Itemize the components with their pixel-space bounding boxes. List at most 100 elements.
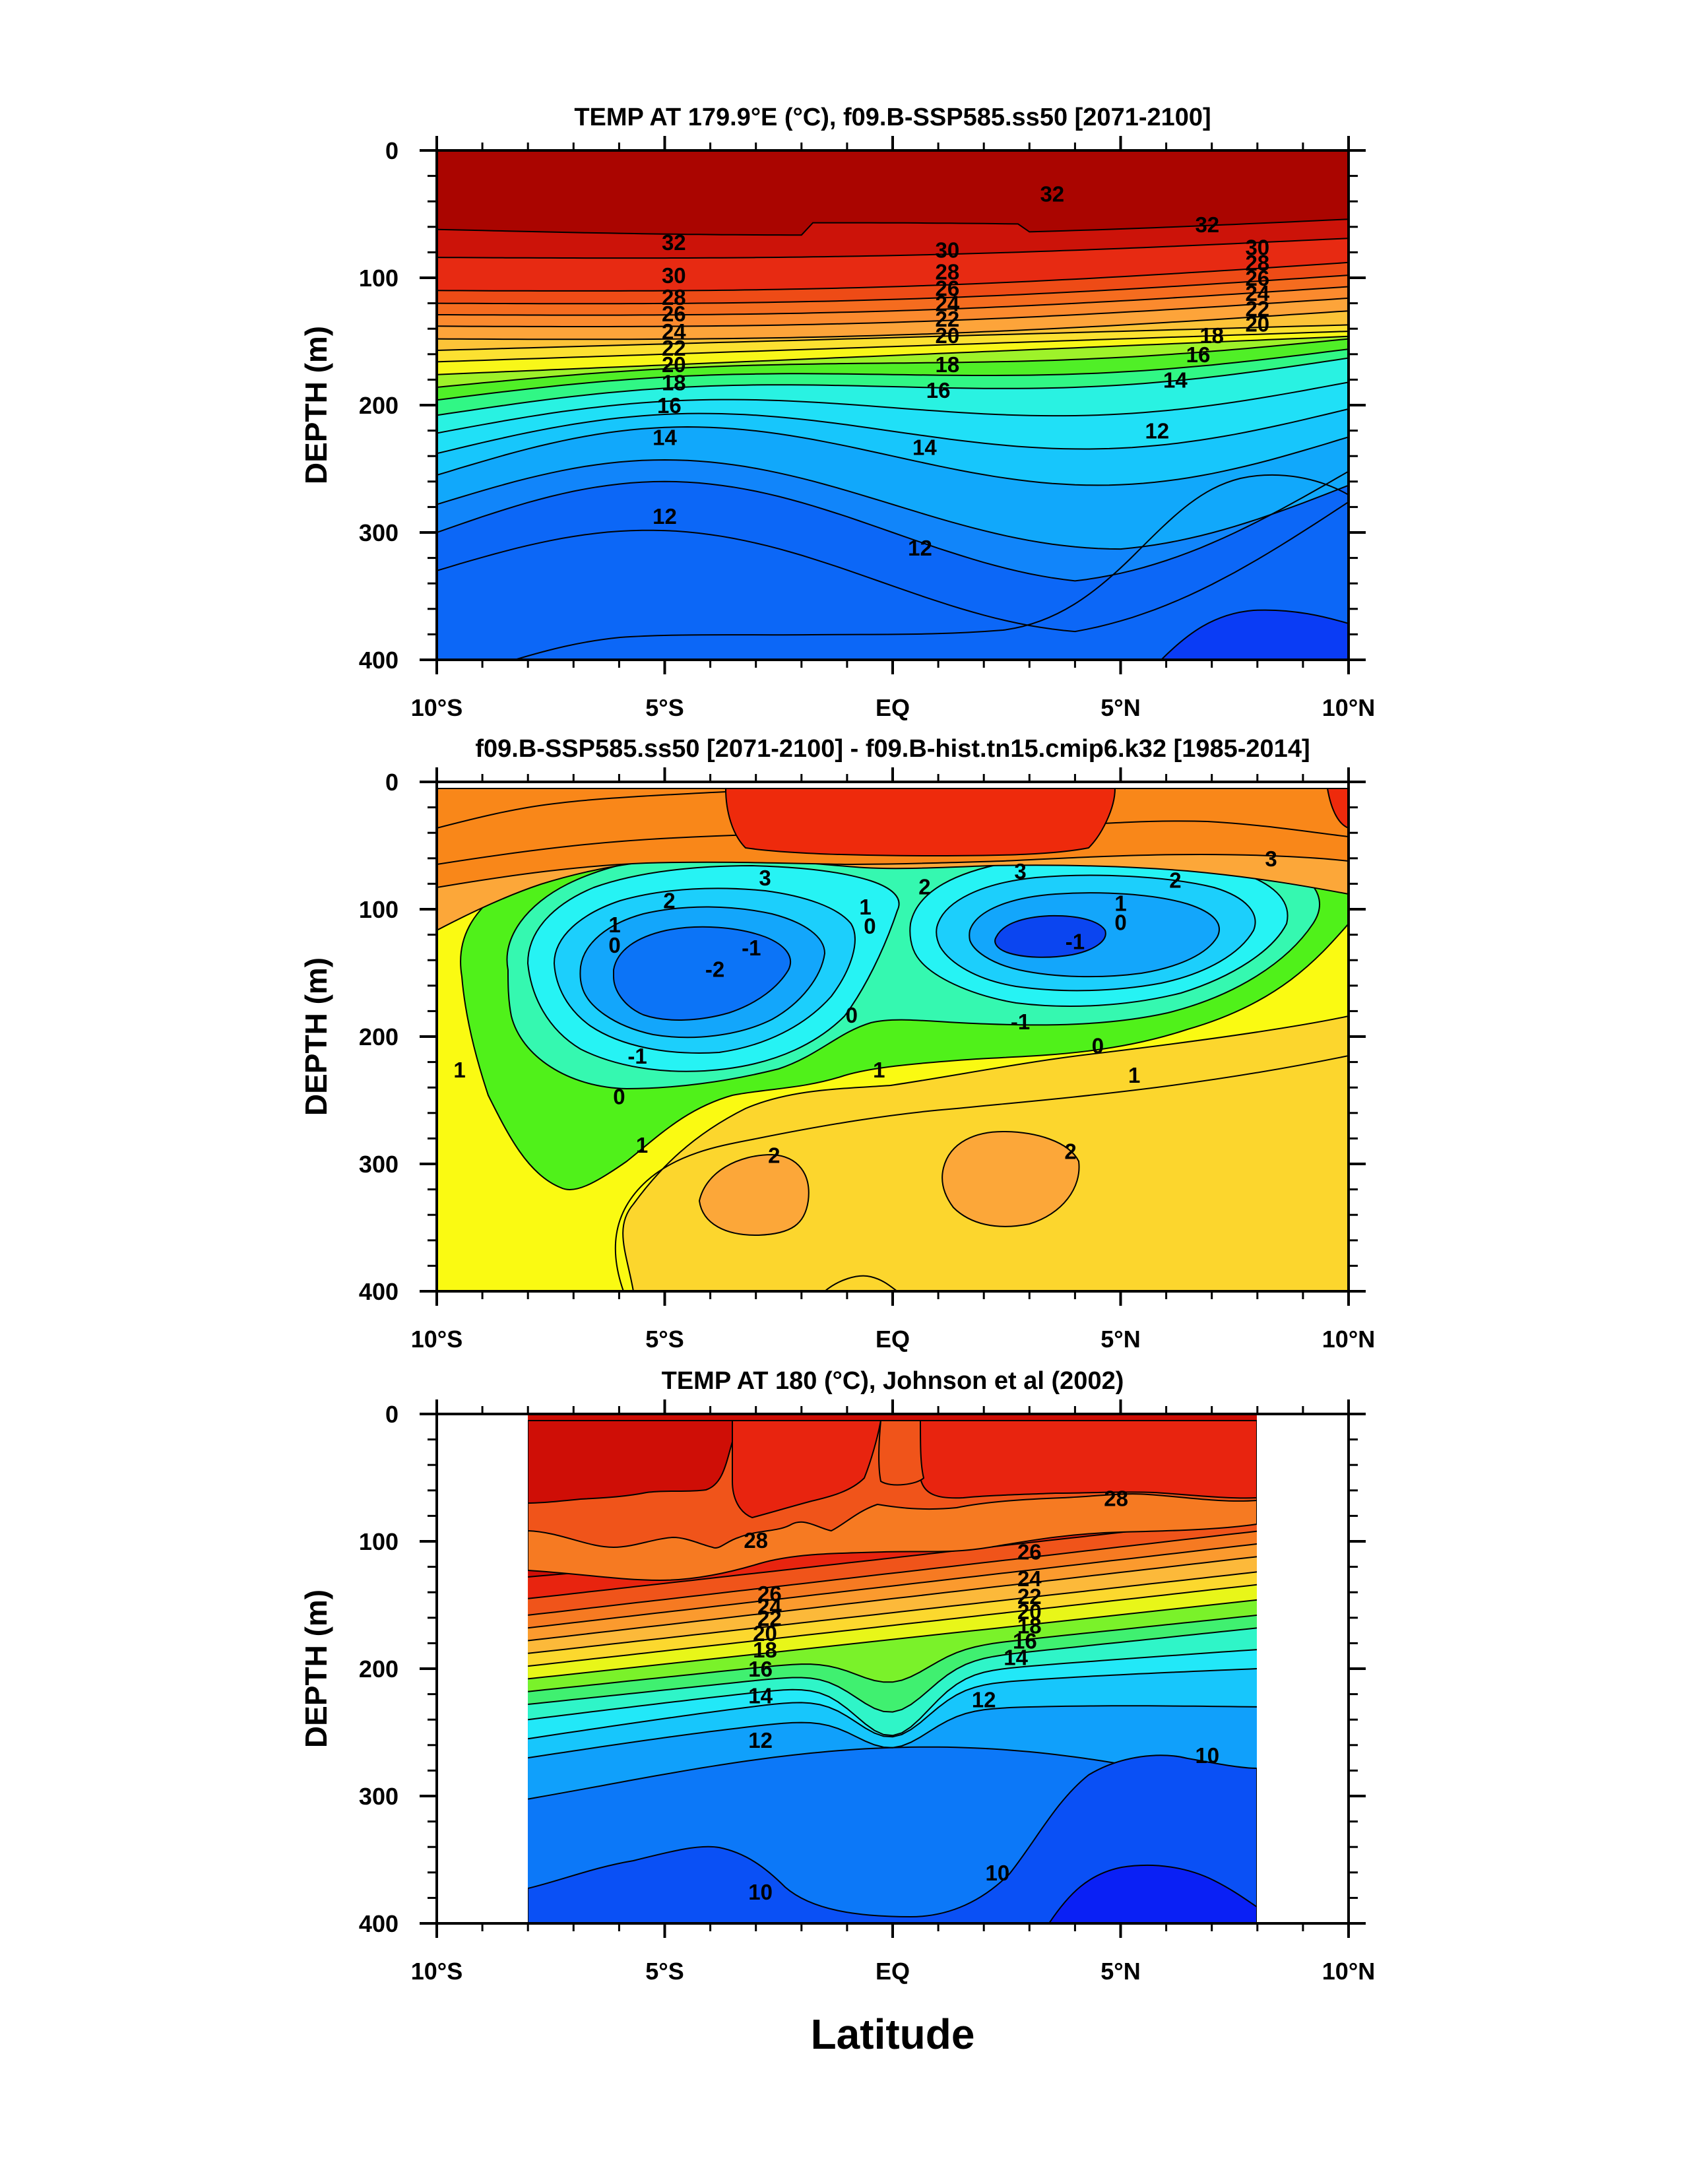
panel-1-title: TEMP AT 179.9°E (°C), f09.B-SSP585.ss50 … xyxy=(574,104,1211,131)
panel-1-contour-line-18 xyxy=(437,218,1349,236)
panel-3-contour-line-11 xyxy=(528,1530,1258,1616)
panel-3-contour-line-5 xyxy=(528,1614,1258,1692)
panel-1-plot-area xyxy=(437,150,1349,660)
panel-3-contour-label: 26 xyxy=(1017,1539,1042,1564)
panel-2-contour-label: 1 xyxy=(608,913,620,937)
panel-1-contour-label: 24 xyxy=(936,292,960,316)
panel-1-contour-line-0 xyxy=(437,501,1349,633)
panel-3-plot-area xyxy=(527,1414,1258,1923)
panel-1-contour-line-15 xyxy=(437,274,1349,305)
panel-3-y-tick-label: 0 xyxy=(385,1401,398,1428)
panel-2-x-tick-label: 10°N xyxy=(1322,1326,1375,1353)
panel-2-contour-label: 3 xyxy=(1014,859,1026,883)
panel-2-contour-label: 2 xyxy=(918,874,930,899)
panel-3-ticks: 10°S 5°S EQ 5°N 10°N 0 100 200 300 400 xyxy=(359,1399,1375,1985)
panel-2-contour-label: 0 xyxy=(1092,1034,1104,1058)
panel-1-contour-label: 14 xyxy=(912,435,937,460)
panel-1-contour-label: 28 xyxy=(936,259,960,284)
panel-1-contour-line-12 xyxy=(437,310,1349,340)
panel-2-contour-label: -1 xyxy=(627,1044,647,1068)
panel-2-contour-label: -1 xyxy=(1066,929,1085,953)
panel-1: TEMP AT 179.9°E (°C), f09.B-SSP585.ss50 … xyxy=(299,104,1375,721)
panel-1-y-tick-label: 0 xyxy=(385,137,398,164)
panel-3-contour-label: 16 xyxy=(1013,1629,1037,1654)
panel-3-data-mask-right xyxy=(1257,1415,1347,1922)
panel-1-contour-line-16 xyxy=(437,261,1349,292)
panel-1-contour-label: 12 xyxy=(908,536,932,560)
panel-3-x-tick-label: 5°S xyxy=(645,1958,684,1985)
panel-1-contour-line-17 xyxy=(437,238,1349,259)
panel-1-contour-label: 32 xyxy=(1195,212,1219,237)
panel-2-plot-area xyxy=(437,788,1349,1291)
panel-2-contour-label: -1 xyxy=(1011,1010,1030,1034)
panel-3-contour-label: 20 xyxy=(753,1621,777,1646)
panel-1-y-axis-title: DEPTH (m) xyxy=(299,326,333,484)
panel-2-y-tick-label: 300 xyxy=(359,1151,398,1178)
panel-3-contour-line-10 xyxy=(528,1543,1258,1629)
panel-3-y-tick-label: 400 xyxy=(359,1910,398,1937)
panel-1-ticks: 10°S 5°S EQ 5°N 10°N 0 100 200 300 400 xyxy=(359,136,1375,721)
x-axis-title: Latitude xyxy=(811,2010,975,2058)
panel-3-contour-line-3 xyxy=(528,1649,1258,1737)
panel-1-contour-label: 28 xyxy=(1245,251,1269,275)
panel-3-equator-plume xyxy=(877,1420,925,1486)
panel-2-contour-label: 0 xyxy=(613,1085,625,1109)
panel-1-x-tick-label: EQ xyxy=(876,694,910,721)
panel-3-contour-line-8 xyxy=(528,1571,1258,1654)
panel-1-x-tick-label: 5°S xyxy=(645,694,684,721)
panel-1-contour-line-1 xyxy=(437,470,1349,582)
panel-1-band-18 xyxy=(437,150,1349,236)
panel-1-contour-label: 14 xyxy=(1163,368,1188,392)
panel-2-contour-label: 3 xyxy=(759,866,771,890)
panel-1-contour-line-4 xyxy=(437,408,1349,455)
panel-2-contour-label: 0 xyxy=(608,933,620,957)
panel-2-title: f09.B-SSP585.ss50 [2071-2100] - f09.B-hi… xyxy=(475,735,1310,763)
panel-1-contour-label: 26 xyxy=(1245,266,1269,290)
panel-2-y-axis-title: DEPTH (m) xyxy=(299,957,333,1116)
panel-3-contour-line-4 xyxy=(528,1627,1258,1713)
panel-1-contour-10 xyxy=(514,474,1349,660)
panel-1-y-tick-label: 100 xyxy=(359,265,398,292)
panel-3-surface-29c xyxy=(920,1420,1258,1499)
panel-2-contour-label: 1 xyxy=(1114,891,1126,915)
panel-2-contour-label: -1 xyxy=(742,936,761,960)
panel-3-contour-label: 10 xyxy=(986,1861,1010,1885)
panel-1-x-tick-label: 10°S xyxy=(411,694,462,721)
panel-2-contour-label: 0 xyxy=(1114,910,1126,934)
panel-1-contour-label: 22 xyxy=(1245,296,1269,321)
panel-3-contour-label: 10 xyxy=(748,1880,773,1904)
panel-1-contour-label: 30 xyxy=(936,238,960,263)
panel-1-contour-label: 12 xyxy=(653,504,677,529)
panel-1-contour-label: 28 xyxy=(662,285,686,309)
panel-3-contour-label: 10 xyxy=(1195,1743,1219,1768)
panel-3-contour-label: 18 xyxy=(1017,1613,1042,1638)
panel-1-x-tick-label: 10°N xyxy=(1322,694,1375,721)
panel-3-contour-label: 20 xyxy=(1017,1599,1042,1624)
panel-2-contour-label: 3 xyxy=(1265,847,1277,871)
panel-2-y-tick-label: 200 xyxy=(359,1023,398,1050)
panel-2-deep-ring xyxy=(614,1055,1349,1291)
panel-3-title: TEMP AT 180 (°C), Johnson et al (2002) xyxy=(662,1367,1124,1395)
panel-1-contour-label: 18 xyxy=(1199,323,1224,348)
panel-3-contour-label: 16 xyxy=(748,1657,773,1681)
panel-2-bottom-arc xyxy=(824,1275,898,1291)
panel-1-contour-label: 14 xyxy=(653,425,677,449)
panel-2-contour-label: 2 xyxy=(663,889,675,913)
panel-1-contour-label: 12 xyxy=(1145,419,1169,443)
panel-1-contour-label: 20 xyxy=(1245,312,1269,337)
panel-2-y-tick-label: 100 xyxy=(359,896,398,923)
panel-3-y-tick-label: 100 xyxy=(359,1528,398,1555)
panel-1-contour-line-10 xyxy=(437,331,1349,363)
panel-3-surface-29b xyxy=(732,1420,882,1519)
panel-3-x-tick-label: 10°S xyxy=(411,1958,462,1985)
panel-3-y-axis-title: DEPTH (m) xyxy=(299,1590,333,1748)
panel-3-contour-line-9 xyxy=(528,1556,1258,1642)
panel-1-contour-line-3 xyxy=(437,426,1349,486)
panel-3-x-tick-label: 10°N xyxy=(1322,1958,1375,1985)
panel-2-contour-label: 0 xyxy=(846,1003,858,1027)
panel-2-contour-label: 1 xyxy=(873,1058,885,1082)
panel-3-data-mask-left xyxy=(438,1415,528,1922)
panel-3-surface-29a xyxy=(527,1420,733,1504)
